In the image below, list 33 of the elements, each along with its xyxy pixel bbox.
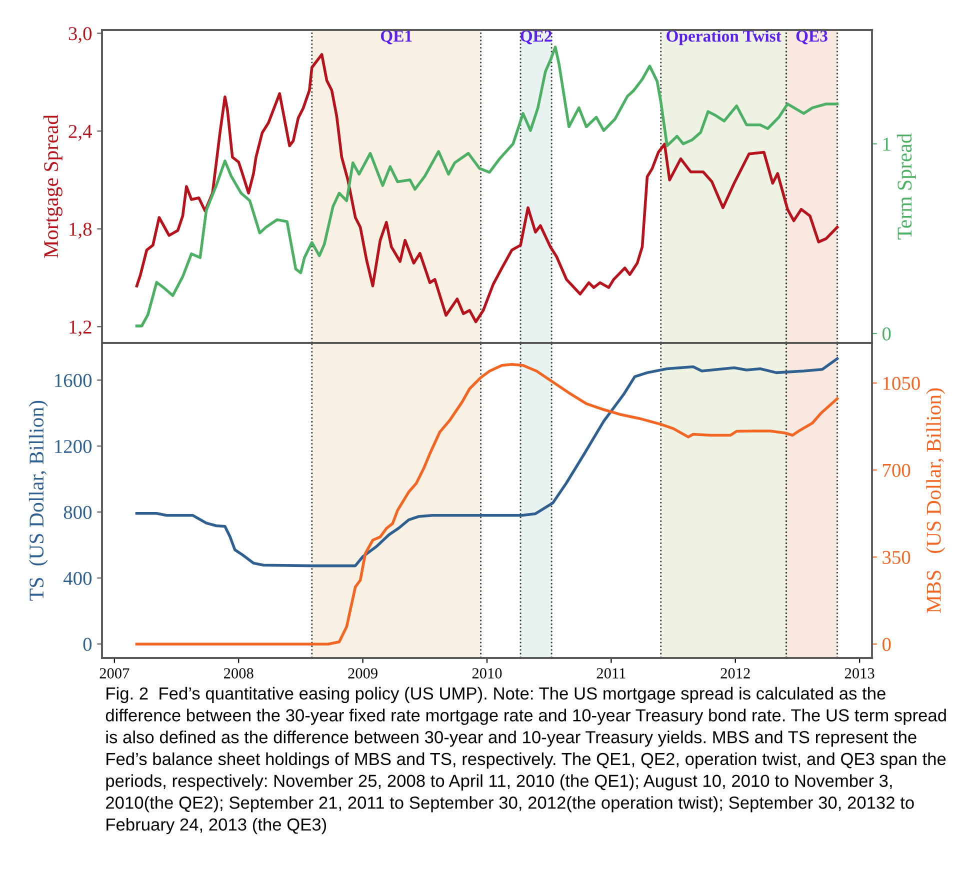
line-series (135, 357, 839, 568)
y2-axis-title: Term Spread (897, 133, 916, 240)
x-tick-label: 2009 (348, 668, 378, 678)
band-label: QE2 (520, 30, 552, 44)
y-axis-title: TS (US Dollar, Billion) (28, 400, 48, 601)
y2-tick-label: 1050 (883, 376, 920, 390)
y2-axis-title: MBS (US Dollar, Billion) (926, 388, 946, 613)
x-tick-label: 2012 (720, 668, 750, 678)
y2-tick-label: 350 (882, 550, 910, 564)
x-tick-label: 2008 (224, 668, 254, 678)
y2-tick-label: 0 (882, 638, 891, 652)
x-tick-label: 2007 (100, 668, 130, 678)
x-tick-label: 2011 (596, 668, 626, 678)
y2-tick-label: 1 (883, 138, 890, 151)
band-label: QE1 (380, 30, 412, 44)
y-tick-label: 1600 (55, 374, 92, 388)
y2-tick-label: 700 (883, 464, 910, 477)
y-tick-label: 1,8 (70, 222, 92, 239)
y-axis-title: Mortgage Spread (43, 114, 62, 258)
y-tick-label: 800 (64, 506, 92, 519)
caption: Fig. 2 Fed’s quantitative easing policy (US UMP). Note: The US mortgage spread is calculated as the difference between the 30-year fixed rate mortgage rate and 10-year Treasury bond rate. The US term spread is also defined as the difference between 30-year and 10-year Treasury yields. MBS and TS represent the Fed’s balance sheet holdings of MBS and TS, respectively. The QE1, QE2, operation twist, and QE3 span the periods, respectively: November 25, 2008 to April 11, 2010 (the QE1); August 10, 2010 to November 3, 2010(the QE2); September 21, 2011 to September 30, 2012(the operation twist); September 30, 20132 to February 24, 2013 (the QE3) (106, 686, 946, 834)
y-tick-label: 400 (63, 572, 92, 585)
y-tick-label: 1200 (55, 440, 92, 454)
band-label: Operation Twist (666, 30, 782, 46)
y-tick-label: 2,4 (68, 124, 92, 141)
y-tick-label: 3,0 (68, 27, 92, 43)
band-label: QE3 (796, 30, 828, 44)
y-tick-label: 1,2 (70, 320, 92, 336)
x-tick-label: 2013 (844, 668, 874, 678)
y-tick-label: 0 (83, 638, 92, 651)
line-series (135, 362, 839, 646)
x-tick-label: 2010 (472, 668, 502, 678)
y2-tick-label: 0 (882, 327, 891, 340)
